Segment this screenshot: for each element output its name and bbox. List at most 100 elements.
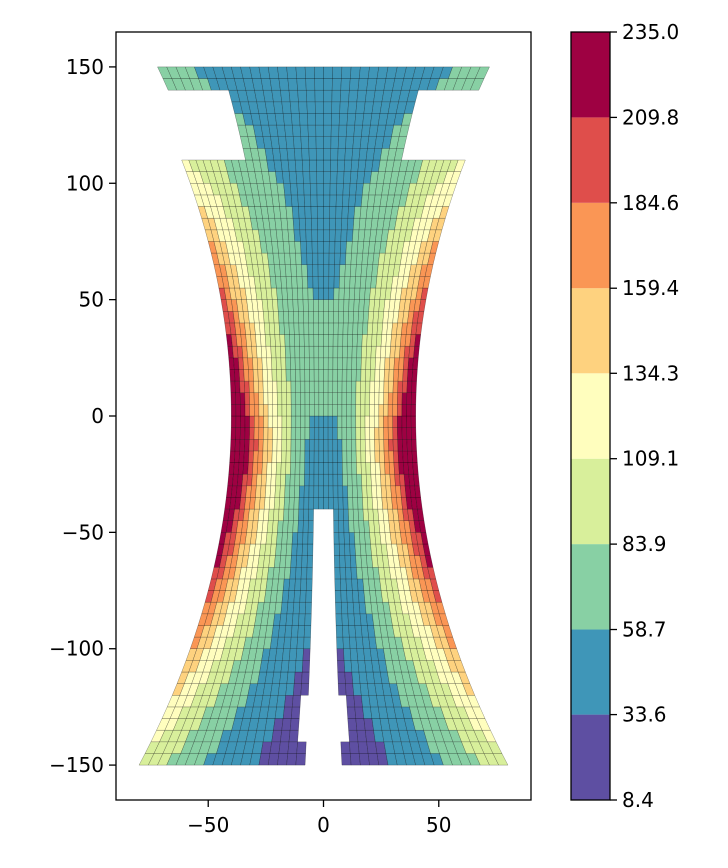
mesh-cell (387, 392, 394, 405)
mesh-cell (374, 427, 380, 440)
mesh-cell (295, 404, 301, 417)
mesh-cell (318, 439, 324, 452)
mesh-cell (309, 462, 315, 475)
mesh-cell (317, 264, 324, 277)
mesh-cell (323, 346, 329, 358)
mesh-cell (305, 602, 312, 614)
mesh-cell (341, 439, 347, 452)
mesh-cell (317, 252, 324, 265)
mesh-cell (285, 462, 291, 475)
mesh-cell (407, 369, 413, 382)
mesh-cell (260, 474, 267, 486)
mesh-cell (298, 613, 306, 626)
mesh-cell (279, 485, 286, 498)
mesh-cell (272, 392, 278, 405)
mesh-cell (351, 439, 357, 452)
mesh-cell (349, 78, 360, 91)
mesh-cell (279, 334, 286, 347)
mesh-cell (342, 346, 348, 358)
mesh-cell (362, 497, 369, 510)
mesh-cell (342, 357, 348, 370)
mesh-cell (406, 427, 412, 440)
mesh-cell (337, 136, 347, 149)
mesh-cell (286, 148, 296, 161)
mesh-cell (352, 229, 360, 242)
mesh-cell (279, 148, 289, 161)
y-tick-label: −50 (62, 520, 104, 544)
colorbar-segment (571, 373, 610, 459)
mesh-cell (287, 590, 295, 603)
mesh-cell (309, 404, 315, 417)
mesh-cell (343, 311, 349, 324)
mesh-cell (369, 404, 375, 417)
mesh-cell (314, 392, 320, 405)
mesh-cell (323, 183, 331, 196)
mesh-cell (290, 427, 296, 440)
mesh-cell (338, 520, 345, 533)
mesh-cell (283, 497, 290, 510)
colorbar-segment (571, 32, 610, 118)
mesh-cell (309, 369, 315, 382)
mesh-cell (269, 334, 276, 347)
mesh-cell (337, 346, 343, 358)
y-tick-label: 100 (66, 171, 104, 195)
mesh-cell (304, 462, 310, 475)
mesh-cell (305, 218, 312, 230)
mesh-cell (350, 567, 358, 580)
mesh-cell (293, 322, 300, 335)
mesh-cell (287, 229, 295, 242)
mesh-cell (362, 508, 369, 521)
mesh-cell (277, 66, 289, 79)
mesh-cell (303, 334, 310, 347)
mesh-cell (343, 532, 350, 545)
mesh-cell (294, 660, 304, 673)
mesh-cell (281, 101, 292, 114)
mesh-cell (281, 404, 287, 417)
mesh-cell (354, 706, 365, 719)
mesh-cell (346, 462, 353, 475)
mesh-cell (352, 311, 359, 324)
mesh-cell (344, 543, 351, 556)
mesh-cell (307, 543, 314, 556)
mesh-cell (379, 462, 386, 475)
mesh-cell (334, 590, 342, 603)
mesh-cell (244, 439, 250, 452)
mesh-cell (318, 334, 324, 347)
mesh-cell (360, 450, 366, 463)
mesh-cell (299, 485, 305, 498)
mesh-cell (323, 101, 333, 114)
mesh-cell (247, 357, 254, 370)
mesh-cell (335, 625, 344, 638)
mesh-cell (355, 450, 362, 463)
mesh-cell (332, 485, 339, 498)
colorbar-tick-label: 134.3 (622, 361, 679, 385)
mesh-cell (332, 380, 338, 393)
mesh-cell (317, 229, 324, 242)
mesh-cell (347, 602, 355, 614)
mesh-cell (249, 415, 255, 428)
mesh-cell (348, 194, 356, 207)
mesh-cell (351, 346, 358, 358)
mesh-cell (333, 276, 340, 289)
mesh-cell (387, 427, 394, 440)
mesh-cell (289, 718, 300, 731)
mesh-cell (252, 450, 259, 463)
mesh-cell (239, 380, 245, 393)
mesh-cell (292, 218, 300, 230)
mesh-cell (296, 78, 307, 91)
mesh-cell (295, 369, 301, 382)
mesh-cell (352, 590, 360, 603)
mesh-cell (355, 392, 361, 405)
mesh-cell (351, 450, 357, 463)
mesh-cell (243, 450, 250, 463)
mesh-cell (291, 404, 297, 417)
mesh-cell (291, 206, 300, 219)
mesh-cell (300, 380, 306, 393)
mesh-cell (402, 439, 408, 452)
mesh-cell (308, 346, 315, 358)
mesh-cell (337, 322, 344, 335)
mesh-cell (266, 369, 273, 382)
mesh-cell (323, 311, 329, 324)
mesh-cell (289, 252, 297, 265)
mesh-cell (273, 718, 284, 731)
